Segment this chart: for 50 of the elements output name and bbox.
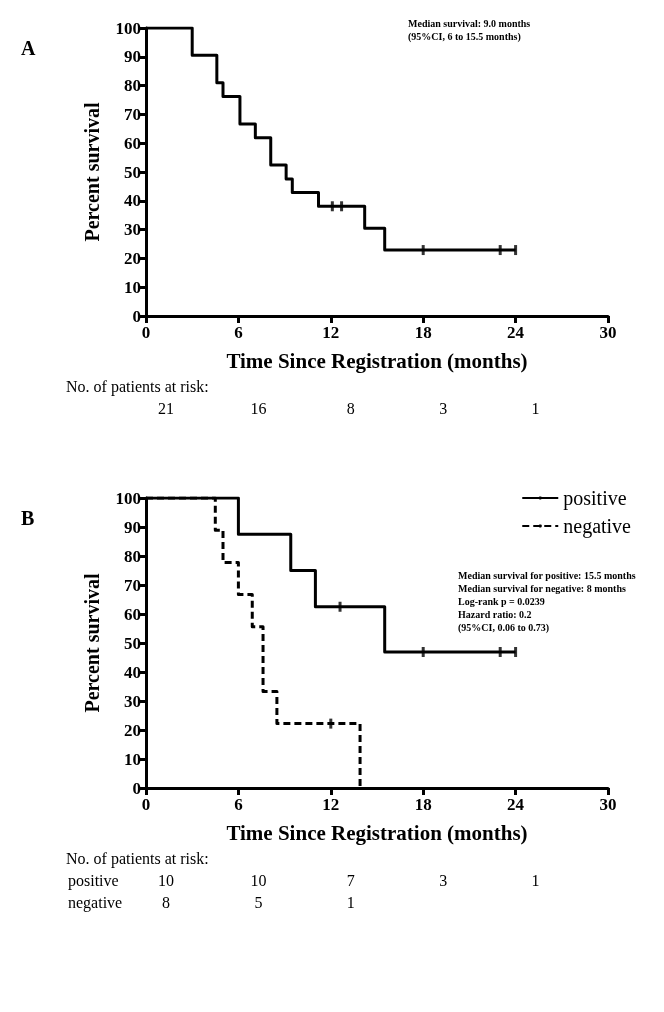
x-tick-label: 30: [599, 323, 617, 342]
y-tick-label: 40: [124, 662, 141, 682]
x-tick-label: 18: [414, 795, 432, 814]
y-tick-label: 70: [124, 575, 141, 595]
y-axis-title: Percent survival: [81, 102, 103, 242]
annotation: Hazard ratio: 0.2: [458, 608, 532, 620]
y-axis-title: Percent survival: [81, 573, 103, 713]
annotation: Median survival for negative: 8 months: [458, 582, 626, 594]
x-axis-title: Time Since Registration (months): [226, 820, 528, 845]
y-tick-label: 60: [124, 133, 141, 153]
y-tick-label: 60: [124, 604, 141, 624]
x-tick-label: 12: [322, 323, 340, 342]
text: 21 16 8 3 1: [158, 399, 540, 417]
y-tick-label: 20: [124, 720, 141, 740]
y-tick-label: 100: [115, 18, 141, 38]
annotation: Median survival: 9.0 months: [408, 17, 531, 29]
x-tick-label: 6: [234, 795, 243, 814]
annotation: (95%CI, 6 to 15.5 months): [408, 30, 521, 43]
y-tick-label: 50: [124, 162, 141, 182]
y-tick-label: 10: [124, 277, 141, 297]
x-axis-title: Time Since Registration (months): [226, 348, 528, 373]
annotation: Median survival for positive: 15.5 months: [458, 569, 636, 581]
y-tick-label: 90: [124, 47, 141, 67]
y-tick-label: 10: [124, 749, 141, 769]
x-tick-label: 6: [234, 323, 243, 342]
legend-label: positive: [563, 487, 627, 510]
legend-label: negative: [563, 515, 632, 538]
y-tick-label: 30: [124, 220, 141, 240]
y-tick-label: 70: [124, 104, 141, 124]
y-tick-label: 50: [124, 633, 141, 653]
y-tick-label: 90: [124, 517, 141, 537]
text: No. of patients at risk:: [66, 377, 209, 396]
text: negative 8 5 1: [68, 893, 355, 911]
x-tick-label: 18: [414, 323, 432, 342]
annotation: Log-rank p = 0.0239: [458, 595, 545, 607]
x-tick-label: 30: [599, 795, 617, 814]
y-tick-label: 80: [124, 546, 141, 566]
chart-title: B: [21, 507, 35, 529]
chart-title: A: [21, 37, 36, 59]
y-tick-label: 100: [115, 488, 141, 508]
x-tick-label: 24: [507, 795, 525, 814]
x-tick-label: 24: [507, 323, 525, 342]
x-tick-label: 12: [322, 795, 340, 814]
y-tick-label: 30: [124, 691, 141, 711]
text: positive 10 10 7 3 1: [68, 871, 540, 889]
y-tick-label: 80: [124, 76, 141, 96]
text: No. of patients at risk:: [66, 849, 209, 868]
y-tick-label: 40: [124, 191, 141, 211]
annotation: (95%CI, 0.06 to 0.73): [458, 621, 550, 634]
y-tick-label: 20: [124, 248, 141, 268]
